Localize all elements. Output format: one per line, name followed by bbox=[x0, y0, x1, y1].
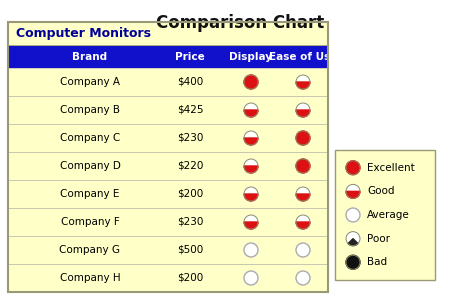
Bar bbox=[8, 22, 328, 46]
Text: Company B: Company B bbox=[60, 105, 120, 115]
Text: Bad: Bad bbox=[367, 257, 387, 267]
Wedge shape bbox=[244, 194, 258, 201]
Bar bbox=[8, 96, 328, 124]
Circle shape bbox=[244, 271, 258, 285]
Circle shape bbox=[346, 208, 360, 222]
Wedge shape bbox=[296, 110, 310, 117]
Circle shape bbox=[244, 131, 258, 145]
Bar bbox=[8, 236, 328, 264]
Wedge shape bbox=[348, 238, 358, 246]
Text: Company D: Company D bbox=[60, 161, 120, 171]
Text: $200: $200 bbox=[177, 189, 203, 199]
Text: Excellent: Excellent bbox=[367, 163, 415, 173]
Text: Company G: Company G bbox=[60, 245, 120, 255]
Text: Computer Monitors: Computer Monitors bbox=[16, 28, 151, 40]
Text: Brand: Brand bbox=[73, 52, 108, 62]
Bar bbox=[8, 22, 328, 292]
Circle shape bbox=[296, 103, 310, 117]
Circle shape bbox=[296, 187, 310, 201]
Wedge shape bbox=[296, 222, 310, 229]
Circle shape bbox=[296, 271, 310, 285]
Text: $425: $425 bbox=[177, 105, 203, 115]
Circle shape bbox=[346, 161, 360, 175]
Wedge shape bbox=[244, 166, 258, 173]
Text: Company A: Company A bbox=[60, 77, 120, 87]
Circle shape bbox=[296, 243, 310, 257]
Text: $500: $500 bbox=[177, 245, 203, 255]
Circle shape bbox=[346, 255, 360, 269]
Circle shape bbox=[244, 243, 258, 257]
Text: $200: $200 bbox=[177, 273, 203, 283]
Text: Display: Display bbox=[229, 52, 273, 62]
Text: Poor: Poor bbox=[367, 234, 390, 244]
Wedge shape bbox=[296, 82, 310, 89]
Circle shape bbox=[296, 159, 310, 173]
Text: $230: $230 bbox=[177, 217, 203, 227]
Bar bbox=[8, 208, 328, 236]
Wedge shape bbox=[296, 194, 310, 201]
Text: Company H: Company H bbox=[60, 273, 120, 283]
Text: Company F: Company F bbox=[61, 217, 119, 227]
Wedge shape bbox=[346, 191, 360, 198]
Circle shape bbox=[346, 184, 360, 198]
Circle shape bbox=[244, 103, 258, 117]
Bar bbox=[8, 180, 328, 208]
Bar bbox=[8, 68, 328, 96]
Circle shape bbox=[244, 215, 258, 229]
Wedge shape bbox=[244, 138, 258, 145]
Circle shape bbox=[296, 75, 310, 89]
Bar bbox=[8, 124, 328, 152]
Wedge shape bbox=[244, 222, 258, 229]
Text: Good: Good bbox=[367, 186, 394, 196]
Circle shape bbox=[296, 131, 310, 145]
Bar bbox=[8, 46, 328, 68]
Circle shape bbox=[244, 75, 258, 89]
Bar bbox=[8, 264, 328, 292]
Wedge shape bbox=[244, 110, 258, 117]
Bar bbox=[8, 152, 328, 180]
Text: Comparison Chart: Comparison Chart bbox=[156, 14, 324, 32]
Text: Company C: Company C bbox=[60, 133, 120, 143]
Text: $400: $400 bbox=[177, 77, 203, 87]
Text: Price: Price bbox=[175, 52, 205, 62]
Circle shape bbox=[346, 232, 360, 246]
Circle shape bbox=[244, 159, 258, 173]
Bar bbox=[335, 150, 435, 280]
Text: Company E: Company E bbox=[60, 189, 120, 199]
Text: Ease of Use: Ease of Use bbox=[269, 52, 337, 62]
Text: Average: Average bbox=[367, 210, 410, 220]
Text: $230: $230 bbox=[177, 133, 203, 143]
Circle shape bbox=[244, 187, 258, 201]
Circle shape bbox=[296, 215, 310, 229]
Text: $220: $220 bbox=[177, 161, 203, 171]
